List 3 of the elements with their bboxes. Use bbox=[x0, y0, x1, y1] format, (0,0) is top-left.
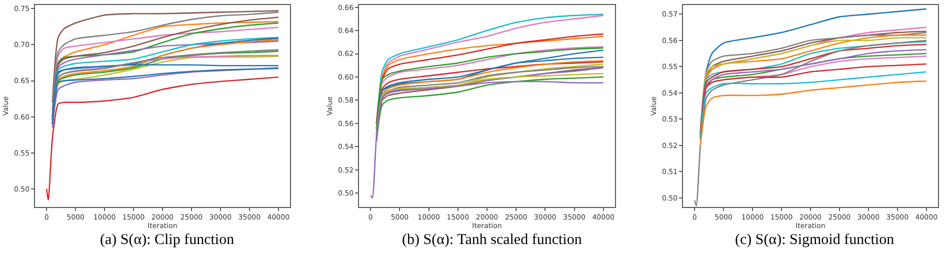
text: (b) S(α): Tanh scaled function bbox=[402, 232, 582, 248]
text: (c) S(α): Sigmoid function bbox=[735, 232, 895, 248]
text: (a) S(α): Clip function bbox=[100, 232, 235, 248]
